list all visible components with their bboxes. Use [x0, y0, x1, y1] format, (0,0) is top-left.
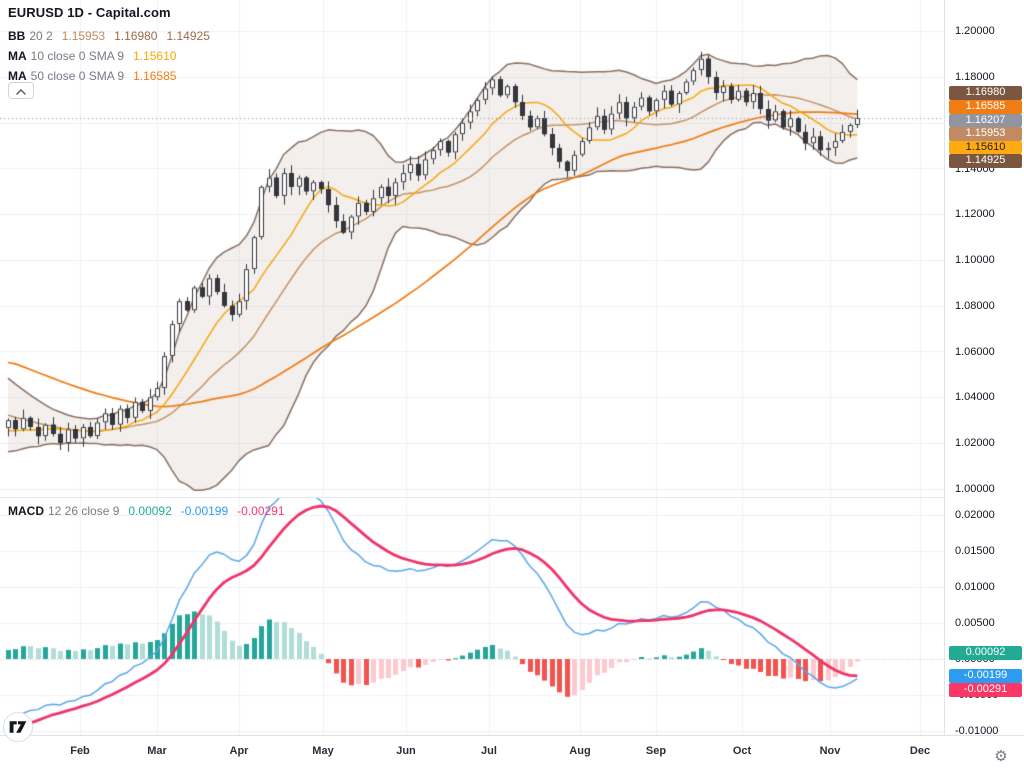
indicator-params: 20 2 [29, 29, 53, 43]
legend-row-ma-1[interactable]: MA 10 close 0 SMA 9 1.15610 [8, 46, 210, 66]
macd-badge: -0.00199 [949, 669, 1022, 683]
month-label: Feb [70, 745, 90, 757]
indicator-value: 1.16585 [133, 69, 177, 83]
month-label: Jun [396, 745, 416, 757]
main-pane-legend: EURUSD 1D - Capital.com BB 20 2 1.15953 1.1… [8, 5, 210, 99]
indicator-value: 1.15610 [133, 49, 177, 63]
price-axis-label: 1.06000 [955, 345, 995, 358]
price-axis-label: 1.10000 [955, 254, 995, 266]
price-axis-label: 1.00000 [955, 482, 995, 495]
indicator-name: MA [8, 69, 27, 83]
price-axis-label: 1.04000 [955, 391, 995, 404]
settings-gear-icon[interactable]: ⚙ [994, 748, 1008, 765]
macd-axis-label: 0.00500 [955, 617, 995, 629]
indicator-params: 10 close 0 SMA 9 [30, 49, 125, 63]
indicator-params: 12 26 close 9 [48, 504, 120, 518]
price-badge: 1.15953 [949, 127, 1022, 141]
price-badge: 1.16980 [949, 86, 1022, 100]
indicator-name: MACD [8, 504, 44, 518]
indicator-name: BB [8, 29, 26, 43]
macd-badge: 0.00092 [949, 646, 1022, 660]
indicator-value: 1.15953 [61, 29, 106, 43]
month-label: Nov [819, 745, 841, 757]
macd-pane-legend: MACD 12 26 close 9 0.00092 -0.00199 -0.00291 [8, 501, 285, 521]
indicator-value: -0.00199 [180, 504, 229, 518]
price-axis-label: 1.20000 [955, 25, 995, 38]
month-label: Mar [147, 745, 167, 757]
price-axis-label: 1.18000 [955, 71, 995, 83]
month-label: Apr [229, 745, 249, 757]
tradingview-logo-icon [3, 712, 33, 742]
legend-row-ma-2[interactable]: MA 50 close 0 SMA 9 1.16585 [8, 66, 210, 86]
month-label: Jul [481, 745, 497, 757]
price-badge: 1.15610 [949, 140, 1022, 154]
price-pane-canvas[interactable] [0, 0, 944, 497]
macd-badge: -0.00291 [949, 683, 1022, 697]
price-axis[interactable]: 1.20000 1.18000 1.14000 1.12000 1.10000 1.080… [944, 0, 1024, 737]
chevron-up-icon [16, 83, 26, 98]
price-axis-label: 1.08000 [955, 299, 995, 312]
macd-pane-canvas[interactable] [0, 497, 944, 735]
price-badge: 1.16207 [949, 113, 1022, 127]
indicator-value: 1.16980 [114, 29, 158, 43]
pane-separator[interactable] [0, 497, 944, 498]
indicator-params: 50 close 0 SMA 9 [30, 69, 125, 83]
indicator-value: -0.00291 [237, 504, 285, 518]
month-label: May [312, 745, 334, 757]
price-axis-label: 1.12000 [955, 208, 995, 221]
price-badge: 1.16585 [949, 100, 1022, 114]
indicator-name: MA [8, 49, 27, 63]
legend-row-macd[interactable]: MACD 12 26 close 9 0.00092 -0.00199 -0.00291 [8, 501, 285, 521]
month-label: Sep [645, 745, 667, 757]
month-label: Dec [909, 745, 931, 757]
indicator-value: 1.14925 [166, 29, 210, 43]
macd-axis-label: 0.01000 [955, 581, 995, 593]
macd-axis-label: -0.01000 [955, 725, 999, 737]
macd-axis-label: 0.01500 [955, 545, 995, 557]
month-label: Oct [732, 745, 752, 757]
price-axis-label: 1.02000 [955, 437, 995, 449]
collapse-pane-button[interactable] [8, 82, 34, 99]
macd-axis-label: 0.02000 [955, 509, 995, 521]
indicator-value: 0.00092 [128, 504, 172, 518]
symbol-title[interactable]: EURUSD 1D - Capital.com [8, 5, 171, 20]
time-axis[interactable]: Feb Mar Apr May Jun Jul Aug Sep Oct Nov Dec [0, 735, 1024, 768]
month-label: Aug [569, 745, 591, 757]
price-badge: 1.14925 [949, 154, 1022, 168]
legend-row-bb-0[interactable]: BB 20 2 1.15953 1.16980 1.14925 [8, 26, 210, 46]
